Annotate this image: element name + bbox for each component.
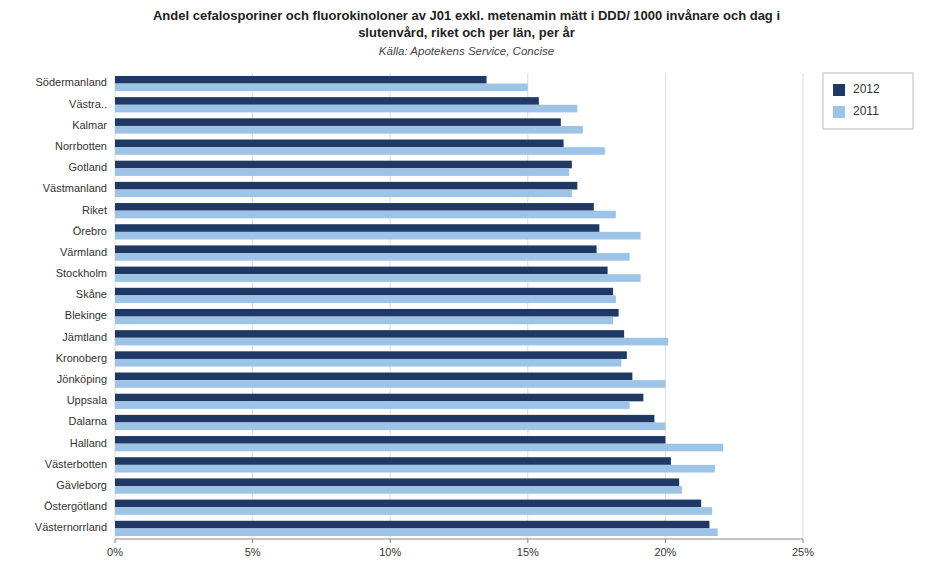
bar: [115, 253, 630, 261]
subtitle: Källa: Apotekens Service, Concise: [379, 45, 554, 57]
bar: [115, 330, 624, 338]
tick-label: 15%: [517, 546, 539, 558]
background: [0, 0, 933, 567]
title-line: slutenvård, riket och per län, per år: [358, 25, 575, 40]
bar: [115, 507, 712, 515]
bar: [115, 444, 723, 452]
bar: [115, 105, 577, 113]
category-label: Uppsala: [67, 394, 108, 406]
bar: [115, 140, 564, 148]
legend-label: 2012: [853, 82, 880, 96]
category-label: Västra..: [69, 98, 107, 110]
bar: [115, 84, 528, 92]
y-axis: Södermanland Västra.. Kalmar Norrbotten Gotl…: [35, 76, 108, 533]
bar: [115, 380, 665, 388]
x-axis-line: [115, 539, 803, 540]
tick-mark: [252, 539, 253, 543]
bar: [115, 245, 597, 253]
category-label: Jönköping: [57, 373, 107, 385]
bar: [115, 373, 632, 381]
title: Andel cefalosporiner och fluorokinoloner…: [153, 8, 780, 40]
category-label: Västmanland: [43, 182, 107, 194]
bar: [115, 211, 616, 219]
tick-mark: [115, 539, 116, 543]
bar: [115, 76, 487, 84]
bar: [115, 232, 641, 240]
bar: [115, 147, 605, 155]
category-label: Dalarna: [68, 415, 107, 427]
category-label: Kalmar: [72, 119, 107, 131]
chart-svg: Andel cefalosporiner och fluorokinoloner…: [0, 0, 933, 567]
category-label: Örebro: [73, 225, 107, 237]
tick-mark: [665, 539, 666, 543]
grid-line: [803, 73, 804, 539]
bar: [115, 423, 665, 431]
category-label: Blekinge: [65, 309, 107, 321]
category-label: Skåne: [76, 288, 107, 300]
bar: [115, 190, 572, 198]
bar: [115, 126, 583, 134]
legend-swatch: [833, 84, 845, 96]
category-label: Norrbotten: [55, 140, 107, 152]
category-label: Riket: [82, 204, 107, 216]
bar: [115, 457, 671, 465]
title-line: Andel cefalosporiner och fluorokinoloner…: [153, 8, 780, 23]
category-label: Jämtland: [62, 331, 107, 343]
bar: [115, 309, 619, 317]
bar: [115, 401, 630, 409]
x-grid: [115, 73, 803, 539]
x-axis: 0% 5% 10% 15% 20% 25%: [107, 539, 814, 558]
tick-label: 0%: [107, 546, 123, 558]
bar: [115, 161, 572, 169]
bar: [115, 97, 539, 105]
bar: [115, 288, 613, 296]
category-label: Södermanland: [35, 76, 107, 88]
category-label: Stockholm: [56, 267, 107, 279]
title-group: Andel cefalosporiner och fluorokinoloner…: [153, 8, 780, 57]
tick-label: 20%: [654, 546, 676, 558]
tick-mark: [803, 539, 804, 543]
legend-swatch: [833, 106, 845, 118]
bar: [115, 415, 654, 423]
bar: [115, 203, 594, 211]
category-label: Gotland: [68, 161, 107, 173]
category-label: Halland: [70, 437, 107, 449]
bar: [115, 317, 613, 325]
bar: [115, 295, 616, 303]
legend-label: 2011: [853, 104, 879, 118]
tick-label: 25%: [792, 546, 814, 558]
bar: [115, 394, 643, 402]
bar: [115, 118, 561, 126]
tick-label: 5%: [245, 546, 261, 558]
bar: [115, 500, 701, 508]
tick-mark: [527, 539, 528, 543]
bar: [115, 486, 682, 494]
legend: 2012 2011: [823, 73, 913, 129]
category-label: Västerbotten: [45, 458, 107, 470]
category-label: Västernorrland: [35, 521, 107, 533]
tick-label: 10%: [379, 546, 401, 558]
bar: [115, 274, 641, 282]
category-label: Kronoberg: [56, 352, 107, 364]
category-label: Värmland: [60, 246, 107, 258]
bar: [115, 521, 709, 529]
bar: [115, 338, 668, 346]
bar: [115, 224, 599, 232]
bar: [115, 267, 608, 275]
category-label: Östergötland: [44, 500, 107, 512]
bar: [115, 168, 569, 176]
bar: [115, 182, 577, 190]
bar: [115, 528, 718, 536]
bar: [115, 465, 715, 473]
tick-mark: [390, 539, 391, 543]
legend-box: [823, 73, 913, 129]
bar: [115, 351, 627, 359]
bar: [115, 359, 621, 367]
chart-container: Andel cefalosporiner och fluorokinoloner…: [0, 0, 933, 567]
bar: [115, 436, 665, 444]
category-label: Gävleborg: [56, 479, 107, 491]
bars: [115, 76, 723, 536]
bar: [115, 478, 679, 486]
